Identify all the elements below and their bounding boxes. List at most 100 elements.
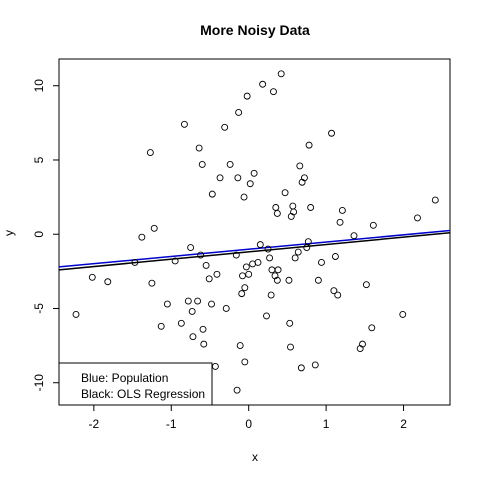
legend-entry-population: Blue: Population [81, 371, 168, 385]
data-point [286, 277, 292, 283]
data-point [290, 203, 296, 209]
data-point [200, 326, 206, 332]
data-point [89, 274, 95, 280]
chart-title: More Noisy Data [200, 22, 310, 38]
data-point [199, 161, 205, 167]
data-point [251, 170, 257, 176]
data-point [242, 359, 248, 365]
data-point [257, 242, 263, 248]
data-point [244, 93, 250, 99]
data-point [273, 204, 279, 210]
data-point [149, 280, 155, 286]
data-point [105, 279, 111, 285]
data-point [195, 298, 201, 304]
data-point [203, 262, 209, 268]
data-point [370, 222, 376, 228]
data-point [297, 163, 303, 169]
y-tick-label: -10 [32, 374, 46, 392]
x-axis-ticks: -2 -1 0 1 2 [89, 405, 408, 431]
data-point [339, 207, 345, 213]
y-tick-label: 10 [32, 79, 46, 93]
data-point [241, 194, 247, 200]
data-point [185, 298, 191, 304]
x-tick-label: 2 [400, 417, 407, 431]
data-point [151, 225, 157, 231]
data-point [206, 276, 212, 282]
x-tick-label: -1 [166, 417, 177, 431]
line-ols-regression [59, 233, 450, 270]
y-tick-label: 0 [32, 231, 46, 238]
data-points [73, 71, 438, 393]
data-point [209, 301, 215, 307]
legend-entry-ols: Black: OLS Regression [81, 387, 205, 401]
y-axis-ticks: -10 -5 0 5 10 [32, 79, 59, 392]
data-point [312, 362, 318, 368]
x-axis-label: x [252, 450, 258, 464]
data-point [287, 320, 293, 326]
data-point [247, 181, 253, 187]
data-point [243, 264, 249, 270]
data-point [242, 285, 248, 291]
data-point [260, 81, 266, 87]
data-point [189, 308, 195, 314]
data-point [212, 363, 218, 369]
data-point [270, 89, 276, 95]
data-point [234, 387, 240, 393]
data-point [209, 191, 215, 197]
data-point [268, 292, 274, 298]
data-point [288, 344, 294, 350]
y-axis-label: y [2, 230, 16, 236]
data-point [363, 282, 369, 288]
data-point [275, 267, 281, 273]
data-point [214, 271, 220, 277]
data-point [351, 233, 357, 239]
x-tick-label: 0 [245, 417, 252, 431]
data-point [158, 323, 164, 329]
data-point [235, 175, 241, 181]
regression-lines [59, 231, 450, 270]
data-point [264, 313, 270, 319]
data-point [227, 161, 233, 167]
data-point [304, 245, 310, 251]
data-point [239, 291, 245, 297]
data-point [246, 271, 252, 277]
data-point [236, 109, 242, 115]
data-point [269, 267, 275, 273]
x-tick-label: -2 [89, 417, 100, 431]
data-point [306, 142, 312, 148]
legend: Blue: Population Black: OLS Regression [59, 363, 212, 405]
data-point [329, 130, 335, 136]
data-point [332, 254, 338, 260]
data-point [267, 255, 273, 261]
y-tick-label: -5 [32, 303, 46, 314]
data-point [178, 320, 184, 326]
data-point [181, 121, 187, 127]
data-point [222, 124, 228, 130]
plot-frame [59, 59, 450, 405]
data-point [282, 190, 288, 196]
data-point [190, 334, 196, 340]
data-point [188, 245, 194, 251]
data-point [139, 234, 145, 240]
data-point [147, 150, 153, 156]
data-point [201, 341, 207, 347]
data-point [315, 277, 321, 283]
data-point [414, 215, 420, 221]
data-point [308, 204, 314, 210]
data-point [295, 249, 301, 255]
data-point [274, 210, 280, 216]
data-point [239, 273, 245, 279]
data-point [432, 197, 438, 203]
data-point [318, 259, 324, 265]
x-tick-label: 1 [323, 417, 330, 431]
data-point [196, 145, 202, 151]
y-tick-label: 5 [32, 156, 46, 163]
data-point [237, 343, 243, 349]
data-point [73, 311, 79, 317]
data-point [278, 71, 284, 77]
data-point [164, 301, 170, 307]
data-point [337, 219, 343, 225]
data-point [369, 325, 375, 331]
